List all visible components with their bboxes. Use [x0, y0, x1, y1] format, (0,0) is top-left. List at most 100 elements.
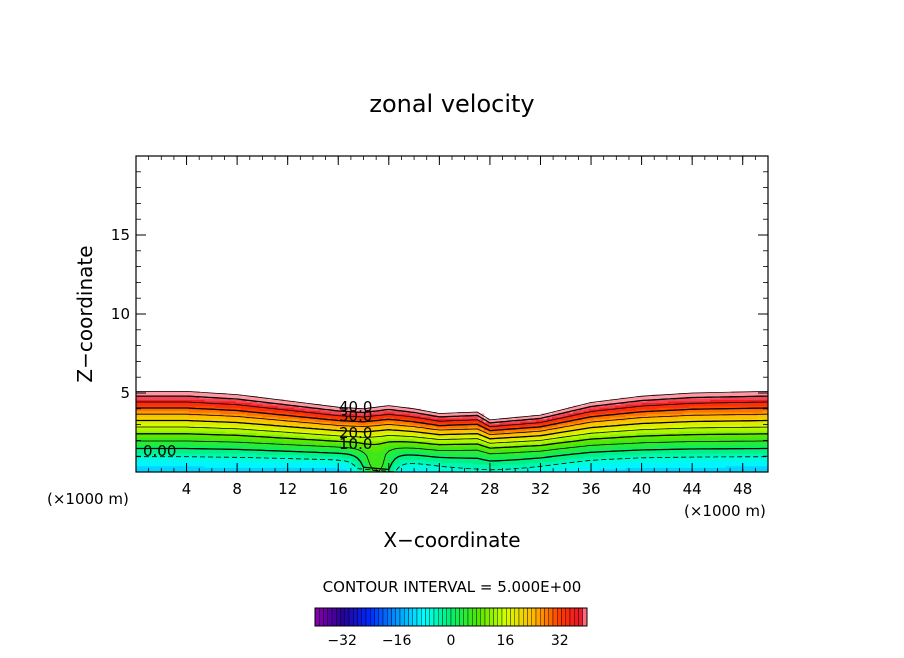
contour-cell	[420, 432, 427, 435]
contour-cell	[583, 419, 590, 423]
contour-cell	[446, 434, 453, 437]
contour-cell	[488, 460, 495, 464]
contour-cell	[457, 456, 464, 459]
contour-cell	[404, 445, 411, 448]
contour-cell	[588, 424, 595, 427]
contour-cell	[172, 405, 179, 408]
contour-cell	[525, 441, 532, 445]
contour-cell	[541, 430, 548, 434]
contour-cell	[341, 449, 348, 453]
contour-cell	[425, 457, 432, 460]
contour-cell	[288, 430, 295, 434]
contour-cell	[710, 415, 716, 418]
contour-cell	[262, 430, 269, 434]
contour-cell	[167, 430, 174, 434]
contour-cell	[199, 430, 206, 434]
contour-cell	[315, 426, 321, 429]
contour-cell	[204, 426, 211, 429]
contour-cell	[199, 400, 206, 404]
contour-cell	[436, 441, 443, 445]
contour-cell	[541, 437, 548, 440]
contour-cell	[272, 408, 279, 411]
contour-cell	[141, 443, 148, 446]
contour-cell	[541, 448, 548, 451]
contour-cell	[136, 402, 142, 405]
contour-cell	[167, 468, 174, 472]
contour-cell	[309, 415, 316, 418]
contour-cell	[141, 460, 148, 464]
contour-cell	[425, 435, 432, 438]
contour-cell	[567, 430, 574, 434]
contour-cell	[536, 416, 543, 419]
contour-cell	[473, 441, 479, 445]
contour-cell	[325, 456, 332, 459]
contour-cell	[704, 454, 711, 457]
contour-cell	[283, 434, 290, 437]
contour-cell	[646, 427, 653, 430]
contour-cell	[615, 400, 622, 404]
contour-cell	[162, 440, 169, 443]
contour-cell	[425, 467, 432, 470]
contour-cell	[694, 410, 701, 413]
contour-cell	[620, 419, 627, 423]
contour-cell	[278, 408, 285, 411]
contour-cell	[246, 457, 253, 460]
contour-cell	[283, 460, 290, 464]
contour-cell	[373, 456, 379, 459]
contour-cell	[162, 410, 169, 413]
contour-cell	[388, 453, 395, 456]
contour-cell	[215, 443, 221, 446]
contour-cell	[225, 407, 232, 410]
contour-cell	[399, 467, 406, 470]
contour-cell	[172, 402, 179, 405]
contour-cell	[278, 423, 285, 426]
contour-cell	[494, 462, 500, 465]
contour-cell	[578, 408, 585, 411]
contour-cell	[251, 437, 258, 440]
contour-cell	[436, 430, 443, 434]
contour-cell	[467, 467, 474, 470]
contour-cell	[704, 446, 711, 449]
contour-cell	[236, 437, 242, 440]
contour-cell	[204, 462, 211, 465]
contour-cell	[541, 465, 548, 468]
contour-cell	[151, 435, 158, 438]
contour-cell	[594, 446, 601, 449]
contour-cell	[373, 465, 379, 468]
contour-cell	[494, 464, 500, 467]
contour-cell	[667, 445, 674, 448]
contour-cell	[715, 464, 722, 467]
contour-cell	[657, 453, 664, 456]
contour-cell	[436, 448, 443, 451]
contour-cell	[715, 456, 722, 459]
contour-cell	[720, 443, 727, 446]
contour-cell	[578, 462, 585, 465]
contour-cell	[694, 394, 701, 397]
contour-cell	[178, 449, 184, 453]
contour-cell	[220, 404, 227, 407]
contour-cell	[457, 416, 464, 419]
contour-cell	[267, 440, 274, 443]
contour-cell	[257, 468, 263, 472]
contour-cell	[646, 464, 653, 467]
contour-cell	[157, 396, 163, 399]
contour-cell	[615, 462, 622, 465]
contour-cell	[441, 448, 448, 451]
contour-cell	[504, 467, 511, 470]
contour-cell	[652, 453, 658, 456]
contour-cell	[462, 413, 469, 416]
contour-cell	[425, 419, 432, 423]
contour-cell	[199, 411, 206, 415]
contour-cell	[320, 441, 327, 445]
contour-cell	[667, 402, 674, 405]
contour-cell	[620, 404, 627, 407]
contour-cell	[151, 424, 158, 427]
contour-cell	[383, 426, 390, 429]
contour-cell	[220, 443, 227, 446]
contour-cell	[230, 419, 237, 423]
contour-cell	[694, 464, 701, 467]
contour-cell	[183, 393, 190, 396]
contour-cell	[315, 468, 321, 472]
contour-cell	[172, 396, 179, 399]
contour-cell	[209, 462, 216, 465]
